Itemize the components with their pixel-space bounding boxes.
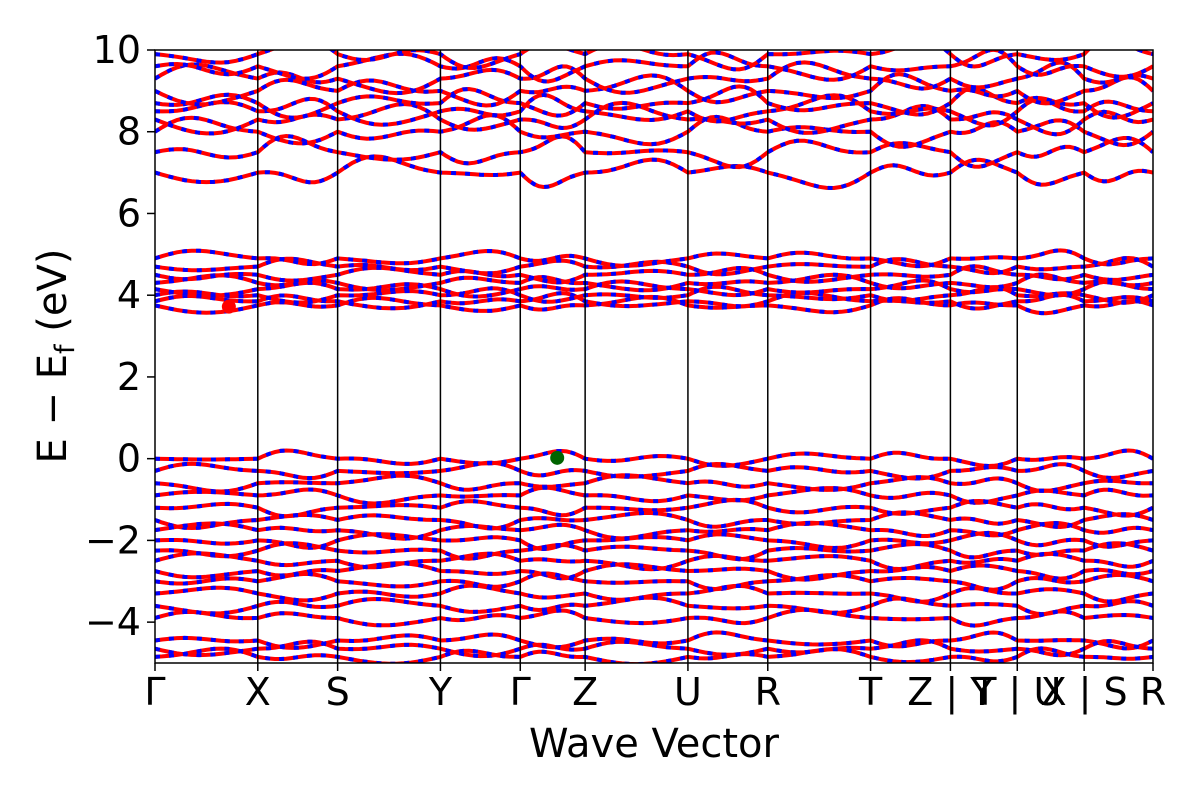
y-tick-label: −2 [85,518,141,562]
extrema-markers [221,299,565,465]
x-tick-label-6: U [674,670,702,714]
kpoint-lines [257,50,1085,663]
y-axis-title-unit: (eV) [30,249,76,332]
valence-band-14-spin-down [155,607,1153,628]
conduction-band-5-spin-up [155,264,1153,285]
y-axis-title: E − Ef (eV) [30,249,81,464]
marker-vbm [550,450,565,465]
x-tick-label-5: Z [572,670,598,714]
x-tick-label-10: T | U [972,670,1061,715]
y-tick-label: 0 [117,437,141,481]
y-axis-title-main: E − E [30,354,76,464]
y-tick-label: 6 [117,191,141,235]
x-tick-label-12: R [1140,670,1166,714]
x-tick-label-2: S [326,670,350,714]
y-tick-label: −4 [85,600,141,644]
x-tick-label-8: T [858,670,883,714]
x-tick-label-0: Γ [144,670,165,714]
x-tick-label-4: Γ [510,670,531,714]
y-tick-label: 2 [117,355,141,399]
x-tick-label-7: R [755,670,781,714]
x-tick-label-1: X [245,670,271,714]
x-axis-title: Wave Vector [529,721,780,767]
plot-frame [154,49,1154,664]
y-axis-title-subscript: f [50,343,81,354]
y-tick-label: 10 [93,28,141,72]
y-tick-label: 4 [117,273,141,317]
bands-layer [155,50,1153,663]
marker-cbm [221,299,236,314]
x-tick-label-11: X | S [1041,670,1128,715]
x-tick-label-3: Y [428,670,453,714]
x-tick-label-9: Z | Y [907,670,994,715]
y-tick-label: 8 [117,110,141,154]
y-axis: −4 −2 0 2 4 6 8 10 [85,28,155,644]
valence-band-8-spin-up [155,541,1153,562]
